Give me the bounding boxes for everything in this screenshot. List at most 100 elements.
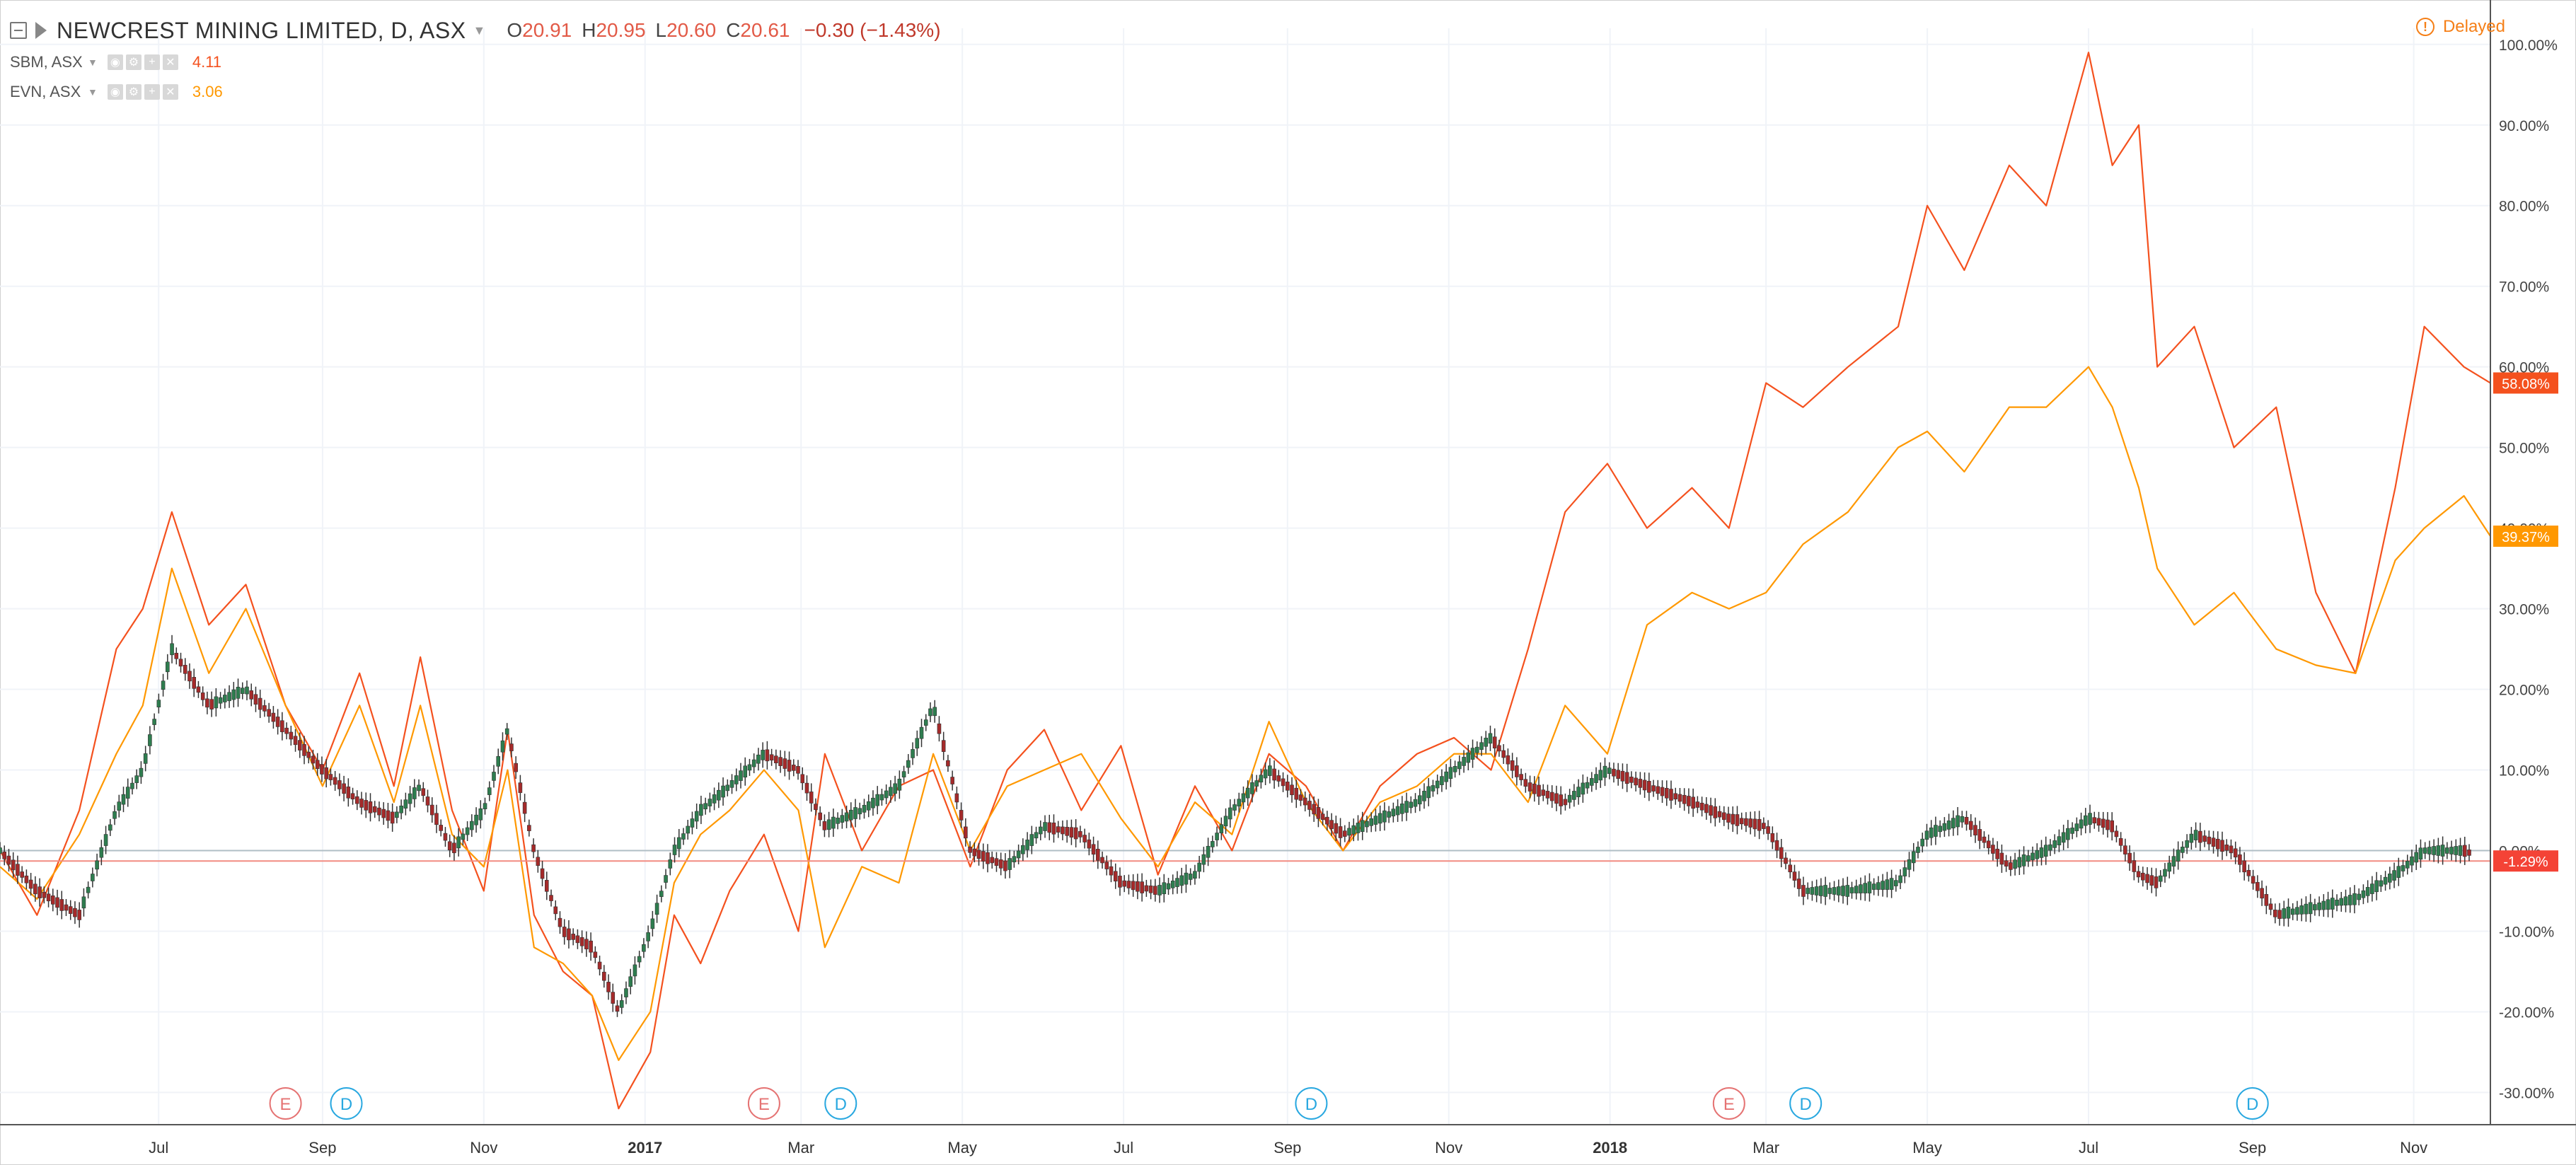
plus-icon[interactable]: + [144,54,160,70]
candle-body [95,860,99,870]
candle-body [536,857,541,866]
low-value: L20.60 [655,19,717,41]
eye-icon[interactable]: ◉ [107,84,123,100]
candle-body [972,848,977,857]
candle-body [73,908,77,917]
candle-body [928,708,932,717]
candle-body [1307,801,1312,810]
candle-body [20,871,24,878]
candle-body [1329,820,1334,829]
gear-icon[interactable]: ⚙ [125,84,141,100]
candle-body [937,723,942,734]
candle-body [2189,833,2194,843]
candle-body [624,988,628,997]
candle-body [751,759,756,767]
candle-body [1823,885,1827,897]
last-value-badge [2493,372,2558,394]
candle-body [553,906,558,915]
candle-body [196,686,201,693]
dividend-marker[interactable]: D [2236,1087,2269,1120]
candle-body [597,961,602,970]
candle-body [1043,822,1047,831]
candle-body [562,927,567,937]
candle-body [1069,827,1074,837]
chevron-down-icon[interactable]: ▼ [88,86,98,98]
candle-body [637,956,642,963]
candle-body [1911,851,1916,864]
candle-body [672,845,677,855]
close-icon[interactable]: ✕ [162,84,178,100]
symbol-title[interactable]: NEWCREST MINING LIMITED, D, ASX [57,17,466,43]
collapse-legend-button[interactable] [10,22,27,39]
candle-body [2432,846,2436,855]
candle-body [33,883,37,895]
candle-body [1907,859,1912,870]
candle-body [240,688,245,694]
candle-body [148,734,152,746]
x-tick-label: Jul [149,1139,168,1157]
candle-body [584,939,589,950]
candle-body [2207,836,2212,845]
candle-body [77,910,81,920]
candle-body [258,697,262,710]
candle-body [1245,787,1250,799]
candle-body [1920,838,1925,847]
candle-body [1268,765,1272,776]
candle-body [1934,825,1938,837]
earnings-marker[interactable]: E [269,1087,302,1120]
candle-body [37,886,42,898]
candle-body [218,697,223,704]
earnings-marker[interactable]: E [747,1087,780,1120]
gear-icon[interactable]: ⚙ [125,54,141,70]
comparison-name[interactable]: SBM, ASX [10,53,83,71]
candle-body [862,805,867,813]
close-icon[interactable]: ✕ [162,54,178,70]
candle-body [2158,875,2163,882]
candle-body [2084,815,2088,826]
eye-icon[interactable]: ◉ [107,54,123,70]
comparison-name[interactable]: EVN, ASX [10,83,81,100]
candle-body [998,859,1003,869]
dividend-marker[interactable]: D [330,1087,363,1120]
candle-body [1404,801,1409,813]
event-label: D [835,1095,847,1114]
candle-body [2031,852,2035,861]
candle-body [1968,821,1973,830]
plus-icon[interactable]: + [144,84,160,100]
delayed-badge[interactable]: ! Delayed [2415,17,2505,37]
close-value: C20.61 [726,19,790,41]
event-label: E [1723,1095,1735,1114]
candle-body [1581,782,1586,795]
candle-body [16,864,20,876]
flag-icon[interactable] [35,22,47,39]
dividend-marker[interactable]: D [1789,1087,1823,1120]
candle-body [2039,847,2044,858]
candle-body [1259,775,1264,783]
main-symbol-row: NEWCREST MINING LIMITED, D, ASX ▼ O20.91… [10,14,941,47]
candle-body [1523,779,1528,787]
dividend-marker[interactable]: D [824,1087,857,1120]
candle-body [1757,818,1762,831]
candle-body [1497,745,1501,752]
candle-body [1021,845,1025,854]
high-value: H20.95 [582,19,646,41]
candle-body [1343,830,1347,837]
x-tick-label: Sep [2239,1139,2266,1157]
chevron-down-icon[interactable]: ▼ [88,57,98,68]
candle-body [690,818,695,828]
candle-body [412,787,417,799]
earnings-marker[interactable]: E [1712,1087,1745,1120]
dividend-marker[interactable]: D [1295,1087,1328,1120]
candle-body [2198,830,2202,843]
candle-body [1881,881,1885,890]
candle-body [1201,854,1206,865]
candle-body [302,744,306,756]
chevron-down-icon[interactable]: ▼ [473,23,486,37]
candle-body [849,809,853,821]
candle-body [765,749,770,762]
candle-body [959,810,964,821]
candle-body [2304,903,2309,915]
candle-body [1647,781,1651,793]
candle-body [531,844,536,852]
